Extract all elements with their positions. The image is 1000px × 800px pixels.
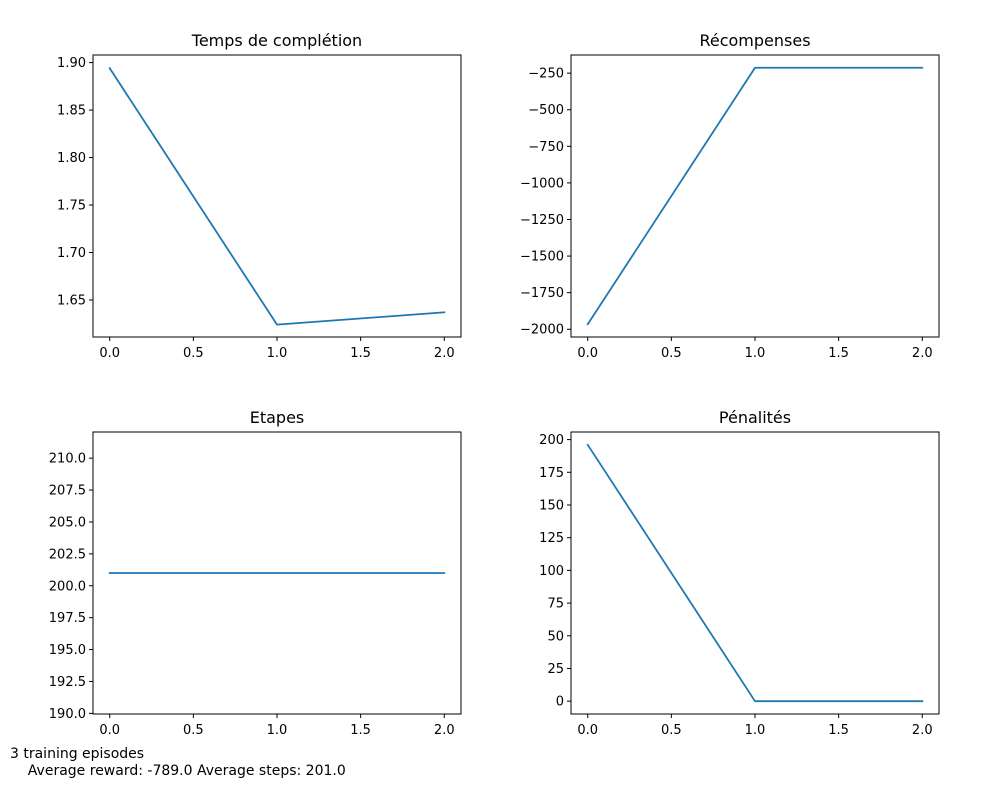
y-tick-label: −1000 [520, 176, 564, 191]
caption-averages: Average reward: -789.0 Average steps: 20… [10, 763, 346, 779]
y-tick-label: 192.5 [49, 675, 86, 690]
y-tick-label: 1.90 [57, 56, 86, 71]
axes-frame [570, 431, 940, 715]
x-tick-label: 2.0 [434, 346, 455, 361]
y-tick-label: −500 [528, 103, 564, 118]
series-line [586, 66, 924, 326]
subplot-3: Etapes 0.0 0.5 1.0 1.5 2.0 190.0 192.5 195.0 197.… [49, 408, 462, 738]
y-tick-label: 195.0 [49, 643, 86, 658]
y-tick-label: 1.65 [57, 293, 86, 308]
y-tick-label: 190.0 [49, 707, 86, 722]
series-line [586, 443, 924, 703]
y-tick-label: 75 [547, 597, 564, 612]
y-tick-label: −1250 [520, 213, 564, 228]
x-tick-label: 0.0 [99, 723, 120, 738]
y-tick-label: 210.0 [49, 452, 86, 467]
y-tick-label: −250 [528, 67, 564, 82]
y-tick-label: 150 [539, 498, 564, 513]
x-tick-label: 1.0 [745, 723, 766, 738]
x-tick-label: 2.0 [434, 723, 455, 738]
x-tick-label: 0.5 [183, 346, 204, 361]
x-tick-label: 0.0 [577, 723, 598, 738]
y-tick-label: 0 [556, 695, 564, 710]
x-tick-label: 0.5 [661, 346, 682, 361]
y-tick-label: 1.85 [57, 104, 86, 119]
x-tick-label: 2.0 [912, 346, 933, 361]
x-tick-label: 0.5 [661, 723, 682, 738]
x-tick-label: 0.0 [577, 346, 598, 361]
x-tick-label: 1.5 [828, 346, 849, 361]
subplot-1: Temps de complétion 0.0 0.5 1.0 1.5 2.0 1.65 1.… [57, 31, 462, 361]
x-tick-label: 0.5 [183, 723, 204, 738]
y-tick-label: 197.5 [49, 611, 86, 626]
series-line [108, 67, 446, 326]
axes-frame [92, 431, 462, 715]
y-tick-label: 175 [539, 466, 564, 481]
x-tick-label: 1.0 [267, 723, 288, 738]
subplot-2: Récompenses 0.0 0.5 1.0 1.5 2.0 −2000 −1750 −150… [520, 31, 940, 361]
y-tick-label: 1.70 [57, 246, 86, 261]
y-tick-label: 1.75 [57, 199, 86, 214]
caption-episodes: 3 training episodes [10, 746, 145, 762]
y-tick-label: 1.80 [57, 151, 86, 166]
y-tick-label: 207.5 [49, 484, 86, 499]
y-tick-label: −2000 [520, 323, 564, 338]
y-tick-label: 50 [547, 629, 564, 644]
y-tick-label: 125 [539, 531, 564, 546]
x-tick-label: 1.5 [350, 723, 371, 738]
y-tick-label: 200 [539, 433, 564, 448]
x-tick-label: 2.0 [912, 723, 933, 738]
subplot-title: Pénalités [719, 408, 791, 427]
subplot-title: Récompenses [699, 31, 810, 50]
y-tick-label: −1500 [520, 250, 564, 265]
y-tick-label: 205.0 [49, 515, 86, 530]
x-tick-label: 0.0 [99, 346, 120, 361]
y-tick-label: 200.0 [49, 579, 86, 594]
y-tick-label: 25 [547, 662, 564, 677]
y-tick-label: 100 [539, 564, 564, 579]
x-tick-label: 1.5 [828, 723, 849, 738]
y-tick-label: −750 [528, 140, 564, 155]
subplot-title: Etapes [250, 408, 305, 427]
x-tick-label: 1.0 [267, 346, 288, 361]
axes-frame [92, 54, 462, 338]
x-tick-label: 1.0 [745, 346, 766, 361]
y-tick-label: −1750 [520, 286, 564, 301]
axes-frame [570, 54, 940, 338]
y-tick-label: 202.5 [49, 547, 86, 562]
x-tick-label: 1.5 [350, 346, 371, 361]
subplot-4: Pénalités 0.0 0.5 1.0 1.5 2.0 0 25 50 75 100 125 150… [539, 408, 940, 738]
subplot-title: Temps de complétion [191, 31, 362, 50]
